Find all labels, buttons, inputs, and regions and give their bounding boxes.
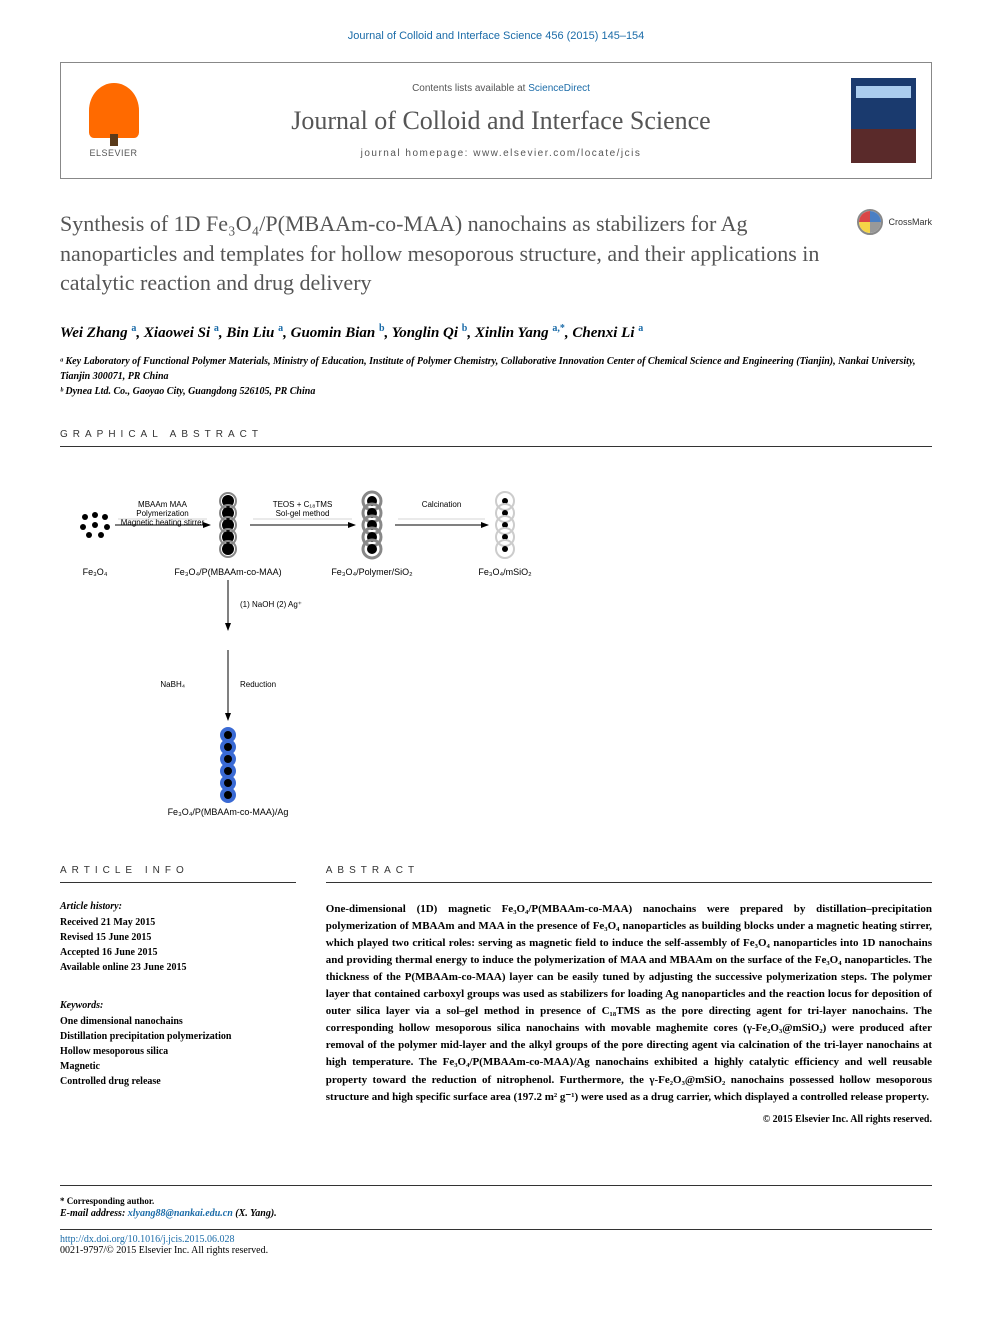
copyright-line: © 2015 Elsevier Inc. All rights reserved…: [326, 1114, 932, 1125]
divider: [326, 882, 932, 883]
history-heading: Article history:: [60, 901, 296, 912]
sciencedirect-link[interactable]: ScienceDirect: [528, 83, 590, 94]
svg-text:Fe₃O₄/Polymer/SiO₂: Fe₃O₄/Polymer/SiO₂: [331, 567, 413, 577]
keywords-list: One dimensional nanochainsDistillation p…: [60, 1014, 296, 1089]
svg-text:Fe₃O₄/P(MBAAm-co-MAA): Fe₃O₄/P(MBAAm-co-MAA): [174, 567, 281, 577]
svg-text:Magnetic heating stirrer: Magnetic heating stirrer: [121, 518, 205, 527]
journal-reference: Journal of Colloid and Interface Science…: [60, 30, 932, 42]
graphical-abstract-diagram: Fe₃O₄ Fe₃O₄/P(MBAAm-co-MAA) Fe₃O₄/Polymer/…: [60, 465, 580, 825]
journal-cover-thumbnail: [851, 78, 916, 163]
email-label: E-mail address:: [60, 1208, 128, 1219]
affiliations: ᵃ Key Laboratory of Functional Polymer M…: [60, 354, 932, 399]
divider: [60, 446, 932, 447]
svg-text:Fe₃O₄/mSiO₂: Fe₃O₄/mSiO₂: [478, 567, 532, 577]
article-title: Synthesis of 1D Fe₃O₄/P(MBAAm-co-MAA) na…: [60, 209, 857, 298]
keywords-heading: Keywords:: [60, 1000, 296, 1011]
abstract-text: One-dimensional (1D) magnetic Fe₃O₄/P(MB…: [326, 901, 932, 1106]
svg-text:TEOS + C₁₈TMS: TEOS + C₁₈TMS: [273, 500, 333, 509]
corresponding-author-note: * Corresponding author.: [60, 1196, 932, 1206]
svg-text:Fe₃O₄: Fe₃O₄: [83, 567, 108, 577]
svg-text:Fe₃O₄/P(MBAAm-co-MAA)/Ag: Fe₃O₄/P(MBAAm-co-MAA)/Ag: [168, 807, 289, 817]
svg-text:Sol-gel method: Sol-gel method: [276, 509, 330, 518]
crossmark-badge[interactable]: CrossMark: [857, 209, 932, 235]
elsevier-label: ELSEVIER: [89, 148, 137, 158]
page-footer: * Corresponding author. E-mail address: …: [60, 1185, 932, 1256]
corresponding-email-line: E-mail address: xlyang88@nankai.edu.cn (…: [60, 1208, 932, 1219]
journal-homepage: journal homepage: www.elsevier.com/locat…: [171, 148, 831, 159]
journal-header: ELSEVIER Contents lists available at Sci…: [60, 62, 932, 179]
elsevier-tree-icon: [89, 83, 139, 138]
journal-name: Journal of Colloid and Interface Science: [171, 106, 831, 136]
crossmark-icon: [857, 209, 883, 235]
graphical-abstract-label: GRAPHICAL ABSTRACT: [60, 429, 932, 440]
abstract-label: ABSTRACT: [326, 865, 932, 876]
crossmark-label: CrossMark: [888, 217, 932, 227]
email-name: (X. Yang).: [233, 1208, 277, 1219]
article-history: Received 21 May 2015Revised 15 June 2015…: [60, 915, 296, 975]
issn-copyright: 0021-9797/© 2015 Elsevier Inc. All right…: [60, 1245, 268, 1256]
svg-text:Reduction: Reduction: [240, 680, 276, 689]
elsevier-logo: ELSEVIER: [76, 78, 151, 163]
contents-list-line: Contents lists available at ScienceDirec…: [171, 83, 831, 94]
svg-text:(1) NaOH (2) Ag⁺: (1) NaOH (2) Ag⁺: [240, 600, 302, 609]
divider: [60, 882, 296, 883]
contents-text: Contents lists available at: [412, 83, 528, 94]
doi-link[interactable]: http://dx.doi.org/10.1016/j.jcis.2015.06…: [60, 1234, 235, 1245]
svg-text:MBAAm MAA: MBAAm MAA: [138, 500, 188, 509]
svg-text:Calcination: Calcination: [422, 500, 462, 509]
svg-text:Polymerization: Polymerization: [136, 509, 188, 518]
article-info-label: ARTICLE INFO: [60, 865, 296, 876]
svg-text:NaBH₄: NaBH₄: [160, 680, 185, 689]
email-link[interactable]: xlyang88@nankai.edu.cn: [128, 1208, 233, 1219]
authors-list: Wei Zhang a, Xiaowei Si a, Bin Liu a, Gu…: [60, 323, 932, 342]
